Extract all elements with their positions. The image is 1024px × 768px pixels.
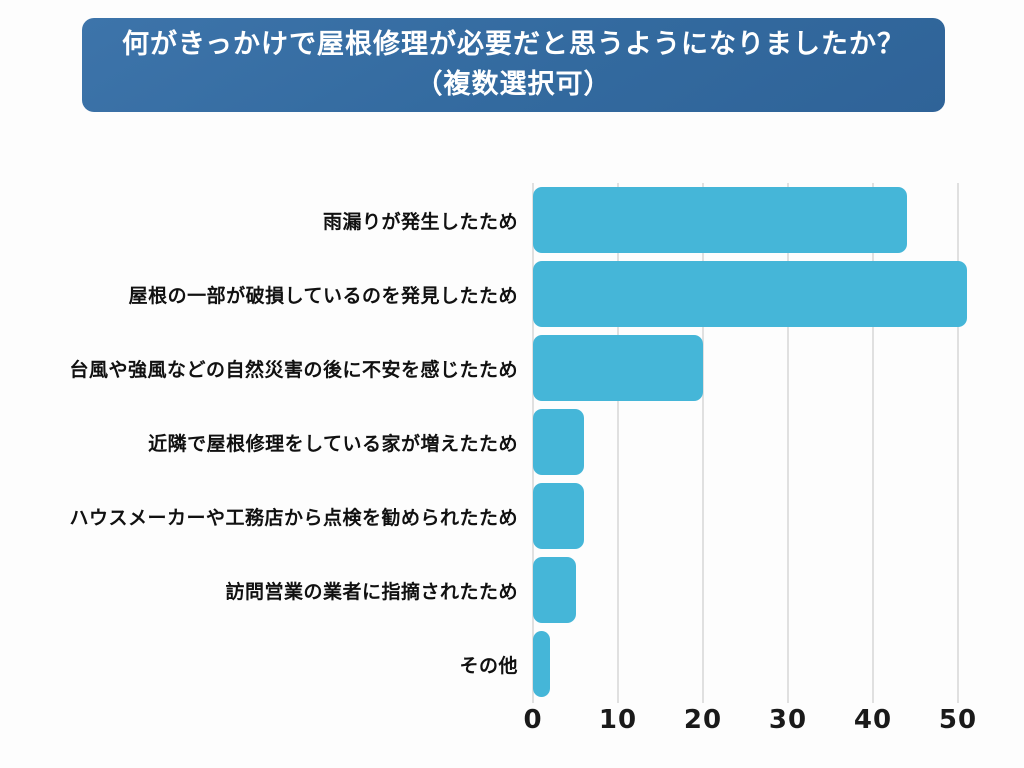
bar-4 [533, 483, 584, 549]
category-label-3: 近隣で屋根修理をしている家が増えたため [148, 432, 518, 455]
plot-area [532, 183, 979, 703]
bar-3 [533, 409, 584, 475]
x-axis: 0 10 20 30 40 50 [0, 705, 1024, 741]
gridline-40 [872, 183, 874, 703]
x-tick-label-0: 0 [523, 705, 543, 735]
bar-5 [533, 557, 576, 623]
bar-2 [533, 335, 703, 401]
category-label-1: 屋根の一部が破損しているのを発見したため [128, 284, 518, 307]
chart-title-banner: 何がきっかけで屋根修理が必要だと思うようになりましたか？ （複数選択可） [82, 18, 945, 112]
category-label-5: 訪問営業の業者に指摘されたため [225, 580, 518, 603]
category-label-6: その他 [459, 654, 518, 677]
category-label-0: 雨漏りが発生したため [322, 210, 518, 233]
gridline-20 [702, 183, 704, 703]
x-tick-label-50: 50 [938, 705, 978, 735]
x-tick-label-40: 40 [853, 705, 893, 735]
bar-1 [533, 261, 967, 327]
chart-title-line1: 何がきっかけで屋根修理が必要だと思うようになりましたか？ [122, 28, 905, 60]
category-label-4: ハウスメーカーや工務店から点検を勧められたため [69, 506, 518, 529]
gridline-50 [957, 183, 959, 703]
x-tick-label-30: 30 [768, 705, 808, 735]
x-tick-label-10: 10 [598, 705, 638, 735]
chart-title-line2: （複数選択可） [415, 69, 612, 100]
x-tick-label-20: 20 [683, 705, 723, 735]
gridline-30 [787, 183, 789, 703]
bar-6 [533, 631, 550, 697]
category-labels-column: 雨漏りが発生したため屋根の一部が破損しているのを発見したため台風や強風などの自然… [0, 183, 518, 701]
bar-0 [533, 187, 907, 253]
gridline-10 [617, 183, 619, 703]
category-label-2: 台風や強風などの自然災害の後に不安を感じたため [69, 358, 518, 381]
